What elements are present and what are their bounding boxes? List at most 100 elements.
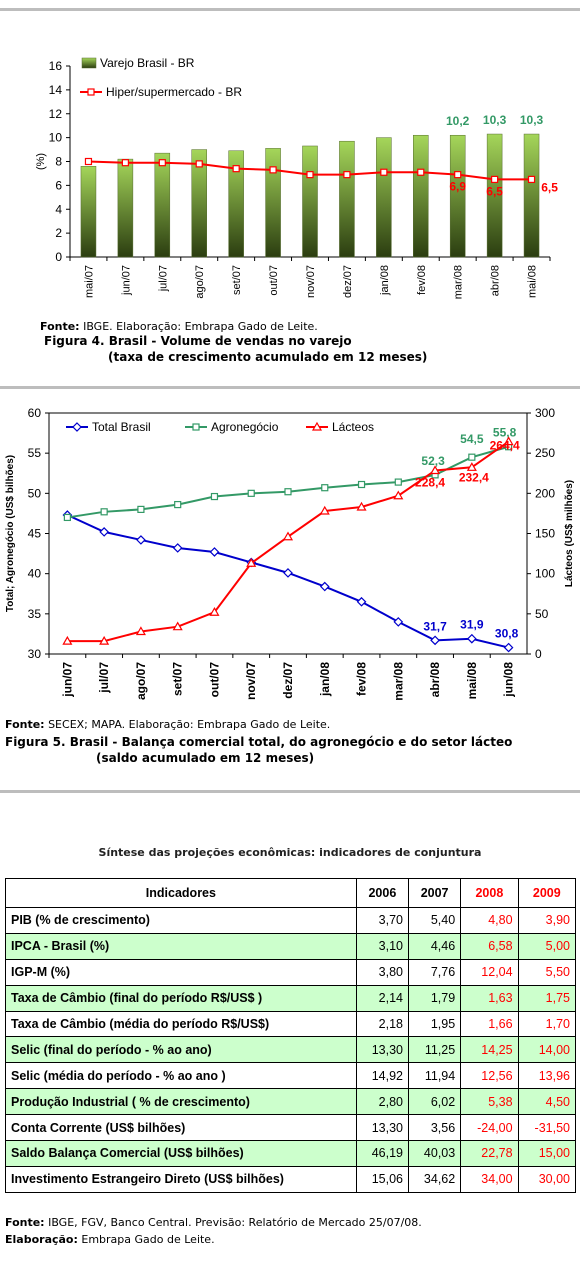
series-point [430,635,440,646]
series-data-label: 52,3 [421,454,445,468]
series-point [99,527,110,537]
table-row: Selic (final do período - % ao ano) 13,30… [5,1036,577,1064]
x-tick-label: dez/07 [342,265,354,298]
series-point [209,607,220,616]
bar [523,133,540,258]
x-tick-label: mar/08 [453,265,465,299]
x-tick-label: jun/08 [502,662,516,698]
y-tick-label: 16 [49,59,63,73]
y-right-tick-label: 300 [535,406,555,420]
bar [265,148,281,258]
series-point [319,505,330,515]
x-tick-label: abr/08 [490,265,502,296]
bar [339,140,355,258]
series-point [503,436,514,446]
bar [302,145,318,258]
indicator-value: 2,80 [355,1088,409,1116]
y-tick-label: 8 [55,155,62,169]
x-tick-label: mai/07 [83,265,95,298]
indicator-value: 1,95 [407,1011,461,1038]
table-row: Investimento Estrangeiro Direto (US$ bil… [5,1166,577,1193]
line-point [454,171,462,179]
indicator-value: 1,63 [460,985,519,1012]
fig4-source-text: IBGE. Elaboração: Embrapa Gado de Leite. [79,320,318,333]
line-point [232,165,240,173]
legend-bar-swatch [81,57,97,69]
legend-line-label: Hiper/supermercado - BR [106,85,242,99]
series-point [63,513,71,522]
y-left-tick-label: 35 [28,607,42,621]
indicator-value: 5,00 [517,933,577,960]
line-point [491,175,499,184]
x-tick-label: out/07 [268,265,280,296]
y-tick-label: 14 [49,83,63,97]
series-point [356,596,367,607]
indicator-value: 2,18 [355,1011,409,1038]
indicator-value: 15,06 [355,1166,409,1193]
indicator-name: Selic (média do período - % ao ano ) [5,1062,357,1090]
table-row: Conta Corrente (US$ bilhões) 13,30 3,56 -24… [5,1114,577,1142]
series-point [135,626,146,636]
y-left-tick-label: 60 [28,406,42,420]
table-row: Taxa de Câmbio (média do período R$/US$)… [5,1011,577,1038]
x-tick-label: dez/07 [281,662,295,699]
bar [154,152,171,258]
indicator-value: 22,78 [460,1140,519,1167]
series-data-label: 31,7 [423,619,447,633]
fig4-title-1: Figura 4. Brasil - Volume de vendas no v… [44,334,352,348]
x-tick-label: jun/07 [120,265,132,296]
indicator-value: -24,00 [460,1114,519,1142]
indicators-table: Indicadores 2006 2007 2008 2009 PIB (% d… [5,878,577,1193]
table-row: Saldo Balança Comercial (US$ bilhões) 46,… [5,1140,577,1167]
header-2008: 2008 [460,878,519,908]
y-right-tick-label: 50 [535,607,549,621]
series-point [247,489,255,497]
fig5-title-2: (saldo acumulado em 12 meses) [96,751,315,765]
indicator-value: 6,02 [407,1088,461,1116]
indicator-value: -31,50 [517,1114,577,1142]
y-left-tick-label: 50 [28,486,42,500]
bar-data-label: 10,3 [483,113,507,127]
x-tick-label: out/07 [207,662,221,698]
footer-elab-text: Embrapa Gado de Leite. [77,1233,215,1246]
table-row: IPCA - Brasil (%) 3,10 4,46 6,58 5,00 [5,933,577,960]
indicator-value: 3,80 [355,959,409,986]
series-data-label: 55,8 [493,426,517,440]
x-tick-label: set/07 [171,662,185,696]
series-point [174,500,182,509]
indicator-value: 40,03 [407,1140,461,1167]
indicator-value: 13,30 [355,1036,409,1064]
x-tick-label: nov/07 [244,662,258,700]
x-tick-label: mai/08 [527,265,539,298]
header-indicadores: Indicadores [5,878,357,908]
x-tick-label: jul/07 [97,662,111,694]
bar [449,134,466,258]
series-point [172,543,183,553]
series-point [210,492,219,501]
table-header-row: Indicadores 2006 2007 2008 2009 [5,878,577,908]
footer-elab-label: Elaboração: [5,1233,78,1246]
series-point [430,465,441,475]
line-point [158,159,166,167]
y-tick-label: 12 [49,107,63,121]
bar [117,158,134,258]
series-point [394,478,402,486]
indicator-value: 3,10 [355,933,409,960]
line-point [343,171,351,179]
indicator-value: 1,79 [407,985,461,1012]
series-point [209,547,220,557]
series-point [393,617,404,627]
series-point [321,484,329,492]
indicator-value: 14,92 [355,1062,409,1090]
series-point [137,505,145,514]
y-right-tick-label: 200 [535,486,555,500]
indicator-value: 2,14 [355,985,409,1012]
indicator-name: Conta Corrente (US$ bilhões) [5,1114,357,1142]
x-tick-label: jul/07 [157,265,169,292]
legend-marker [72,422,82,432]
legend-marker [192,423,200,431]
indicator-name: IGP-M (%) [5,959,357,986]
bar [228,150,244,258]
indicator-value: 4,80 [460,907,519,934]
line-point [527,175,536,184]
